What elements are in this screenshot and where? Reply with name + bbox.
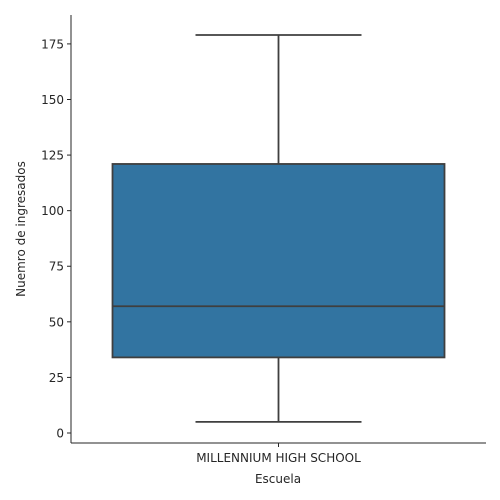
x-axis: MILLENNIUM HIGH SCHOOL — [71, 442, 486, 465]
x-tick-label: MILLENNIUM HIGH SCHOOL — [196, 451, 361, 465]
y-tick-label: 25 — [49, 371, 64, 385]
x-axis-label: Escuela — [255, 472, 301, 486]
y-tick-label: 150 — [41, 93, 64, 107]
y-axis: 0 25 50 75 100 125 150 175 — [41, 15, 72, 443]
box-group — [111, 34, 446, 423]
y-tick-label: 50 — [49, 315, 64, 329]
y-tick-label: 75 — [49, 260, 64, 274]
box-iqr — [111, 163, 446, 359]
y-tick-label: 0 — [56, 426, 64, 440]
y-tick-label: 175 — [41, 37, 64, 51]
y-tick-label: 100 — [41, 204, 64, 218]
plot-area — [111, 34, 446, 423]
y-tick-label: 125 — [41, 149, 64, 163]
y-axis-label: Nuemro de ingresados — [14, 161, 28, 297]
